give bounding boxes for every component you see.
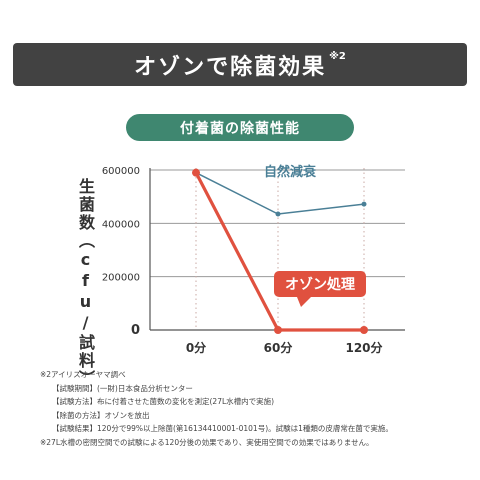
y-tick-label: 600000 <box>102 166 140 177</box>
x-tick-label: 0分 <box>186 340 206 355</box>
banner-footnote-mark: ※2 <box>329 51 346 62</box>
ozone-callout-box <box>274 271 366 297</box>
ozone-callout-pointer <box>297 297 311 307</box>
chart-title: 付着菌の除菌性能 <box>126 114 354 141</box>
ozone-series-label: オゾン処理 <box>285 276 355 293</box>
banner-title: オゾンで除菌効果 <box>134 54 327 80</box>
footnote-test-method: 【試験方法】布に付着させた菌数の変化を測定(27L水槽内で実施) <box>52 397 275 406</box>
y-tick-label: 0 <box>131 323 140 338</box>
footnote-sterilization-method: 【除菌の方法】オゾンを放出 <box>52 410 150 420</box>
ozone-series-line <box>194 171 364 332</box>
footnote-disclaimer: ※27L水槽の密閉空間での試験による120分後の効果であり、実使用空間での効果で… <box>40 437 374 447</box>
ozone-data-point <box>274 326 282 334</box>
natural-series-label: 自然減衰 <box>264 164 317 180</box>
x-tick-label: 60分 <box>264 340 293 355</box>
x-tick-label: 120分 <box>345 340 382 355</box>
footnotes: ※2アイリスオーヤマ調べ 【試験期間】(一財)日本食品分析センター 【試験方法】… <box>40 368 470 449</box>
ozone-data-point <box>192 168 200 177</box>
natural-data-point <box>361 201 367 207</box>
natural-data-point <box>275 211 281 217</box>
y-axis-label: 生菌数（cfu/試料） <box>76 178 95 388</box>
header-banner: オゾンで除菌効果 ※2 <box>13 43 467 86</box>
footnote-source: ※2アイリスオーヤマ調べ <box>40 370 126 379</box>
ozone-data-point <box>360 326 368 334</box>
y-tick-label: 400000 <box>102 219 140 230</box>
footnote-test-lab: 【試験期間】(一財)日本食品分析センター <box>52 383 193 393</box>
y-tick-label: 200000 <box>102 273 140 284</box>
footnote-test-result: 【試験結果】120分で99%以上除菌(第16134410001-0101号)。試… <box>52 424 393 433</box>
